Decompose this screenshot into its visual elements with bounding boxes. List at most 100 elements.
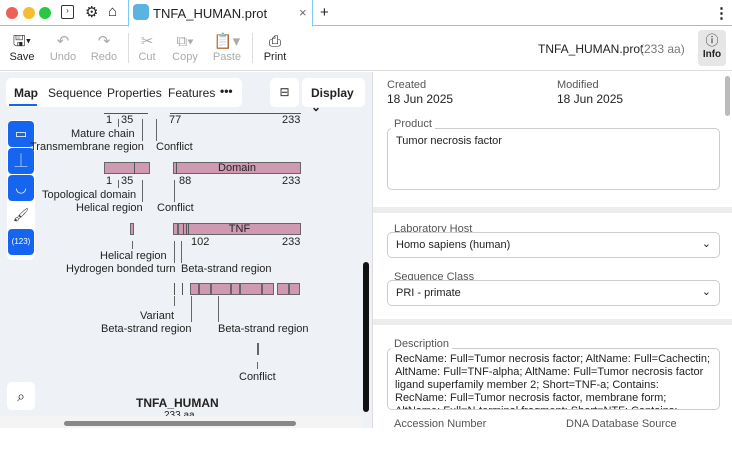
redo-button[interactable]: ↷ Redo: [84, 33, 124, 63]
tab-features[interactable]: Features: [168, 86, 216, 100]
feature-label[interactable]: Beta-strand region: [218, 323, 309, 335]
class-value: PRI - primate: [396, 287, 461, 299]
chevron-down-icon: ⌄: [701, 286, 711, 298]
save-icon: 🖫▾: [12, 33, 32, 50]
tab-sequence[interactable]: Sequence: [48, 86, 103, 100]
feature-label[interactable]: Conflict: [157, 202, 194, 214]
feature-bar[interactable]: [289, 283, 300, 295]
view-tabs: Map Sequence Properties Features •••: [6, 78, 242, 107]
feature-label[interactable]: Hydrogen bonded turn: [66, 263, 176, 275]
brush-icon[interactable]: 🖌: [8, 202, 34, 228]
feature-label[interactable]: Conflict: [239, 371, 276, 383]
copy-label: Copy: [172, 51, 198, 63]
feature-bar[interactable]: [173, 223, 178, 235]
feature-label[interactable]: Helical region: [100, 250, 167, 262]
paste-label: Paste: [212, 51, 242, 63]
feature-bar[interactable]: [277, 283, 289, 295]
position-label: 35: [121, 175, 134, 187]
feature-bar[interactable]: [104, 162, 150, 174]
new-tab-button[interactable]: +: [320, 4, 329, 21]
copy-button[interactable]: ⧉▾ Copy: [165, 33, 205, 63]
display-dropdown[interactable]: Display ⌄: [302, 78, 365, 114]
print-label: Print: [263, 51, 287, 63]
save-button[interactable]: 🖫▾ Save: [2, 33, 42, 63]
cut-button[interactable]: ✂ Cut: [127, 33, 167, 63]
more-tabs-button[interactable]: •••: [220, 84, 233, 98]
file-name: TNFA_HUMAN.prot: [538, 42, 644, 56]
product-value: Tumor necrosis factor: [396, 135, 502, 147]
sequence-class-select[interactable]: PRI - primate ⌄: [387, 280, 720, 306]
feature-tick: [118, 180, 119, 188]
active-tab-indicator: [9, 104, 37, 106]
feature-bar[interactable]: [211, 283, 231, 295]
fit-view-button[interactable]: ⊟: [270, 78, 299, 107]
feature-label[interactable]: Helical region: [76, 202, 143, 214]
feature-tick: [134, 162, 135, 174]
sequence-length: (233 aa): [640, 42, 685, 56]
position-label: 233: [282, 236, 301, 248]
branch-tool[interactable]: ⏊: [8, 148, 34, 174]
more-menu-button[interactable]: ⋮: [714, 5, 729, 22]
feature-bar[interactable]: [240, 283, 262, 295]
undo-label: Undo: [49, 51, 77, 63]
feature-bar[interactable]: [262, 283, 274, 295]
horizontal-scrollbar[interactable]: [64, 421, 296, 426]
feature-label[interactable]: Variant: [140, 310, 175, 322]
info-button[interactable]: ⓘ Info: [698, 30, 726, 66]
tab-map[interactable]: Map: [14, 86, 38, 100]
vertical-scrollbar[interactable]: [363, 262, 369, 412]
info-label: Info: [702, 49, 722, 60]
domain-bar[interactable]: Domain: [173, 162, 301, 174]
description-field[interactable]: RecName: Full=Tumor necrosis factor; Alt…: [387, 348, 720, 410]
position-label: 88: [179, 175, 192, 187]
feature-tick: [174, 241, 175, 263]
info-scrollbar[interactable]: [725, 76, 730, 116]
tab-properties[interactable]: Properties: [107, 86, 162, 100]
modified-label: Modified: [557, 79, 599, 91]
close-window-button[interactable]: [6, 7, 18, 19]
feature-label[interactable]: Conflict: [156, 141, 193, 153]
document-tab[interactable]: TNFA_HUMAN.prot ×: [128, 0, 313, 27]
redo-icon: ↷: [97, 33, 111, 50]
maximize-window-button[interactable]: [39, 7, 51, 19]
product-field[interactable]: Tumor necrosis factor: [387, 128, 720, 190]
search-button[interactable]: ⌕: [7, 382, 35, 410]
sequence-line: [170, 113, 301, 114]
tnf-domain-bar[interactable]: TNF: [178, 223, 301, 235]
arc-tool[interactable]: ◡: [8, 175, 34, 201]
numbering-tool[interactable]: (123): [8, 229, 34, 255]
product-label: Product: [391, 118, 435, 130]
dna-source-label: DNA Database Source: [563, 418, 680, 430]
gear-icon[interactable]: ⚙: [85, 4, 99, 21]
feature-label[interactable]: Transmembrane region: [30, 141, 144, 153]
feature-label[interactable]: Topological domain: [42, 189, 137, 201]
printer-icon: ⎙: [268, 33, 281, 50]
tab-title: TNFA_HUMAN.prot: [153, 6, 268, 21]
minimize-window-button[interactable]: [23, 7, 35, 19]
close-tab-icon[interactable]: ×: [299, 5, 307, 20]
feature-label[interactable]: Mature chain: [71, 128, 135, 140]
print-button[interactable]: ⎙ Print: [255, 33, 295, 63]
fit-icon: ⊟: [279, 85, 290, 99]
feature-label[interactable]: Beta-strand region: [101, 323, 192, 335]
home-icon[interactable]: ⌂: [108, 3, 118, 20]
domain-label: TNF: [228, 223, 251, 235]
position-label: 233: [282, 175, 301, 187]
scissors-icon: ✂: [140, 33, 154, 50]
feature-bar[interactable]: [231, 283, 240, 295]
feature-tick: [142, 180, 143, 202]
feature-tick: [174, 283, 175, 295]
feature-bar[interactable]: [190, 283, 199, 295]
feature-bar[interactable]: [130, 223, 134, 235]
description-label: Description: [391, 338, 453, 350]
feature-bar[interactable]: [199, 283, 211, 295]
modified-date: 18 Jun 2025: [557, 92, 624, 106]
undo-button[interactable]: ↶ Undo: [43, 33, 83, 63]
rectangle-tool[interactable]: ▭: [8, 121, 34, 147]
feature-tick: [174, 180, 175, 202]
sidebar-toggle-icon[interactable]: ›: [61, 5, 74, 19]
feature-label[interactable]: Beta-strand region: [181, 263, 272, 275]
paste-button[interactable]: 📋▾ Paste: [207, 33, 247, 63]
laboratory-host-select[interactable]: Homo sapiens (human) ⌄: [387, 232, 720, 258]
feature-tick: [174, 296, 175, 306]
